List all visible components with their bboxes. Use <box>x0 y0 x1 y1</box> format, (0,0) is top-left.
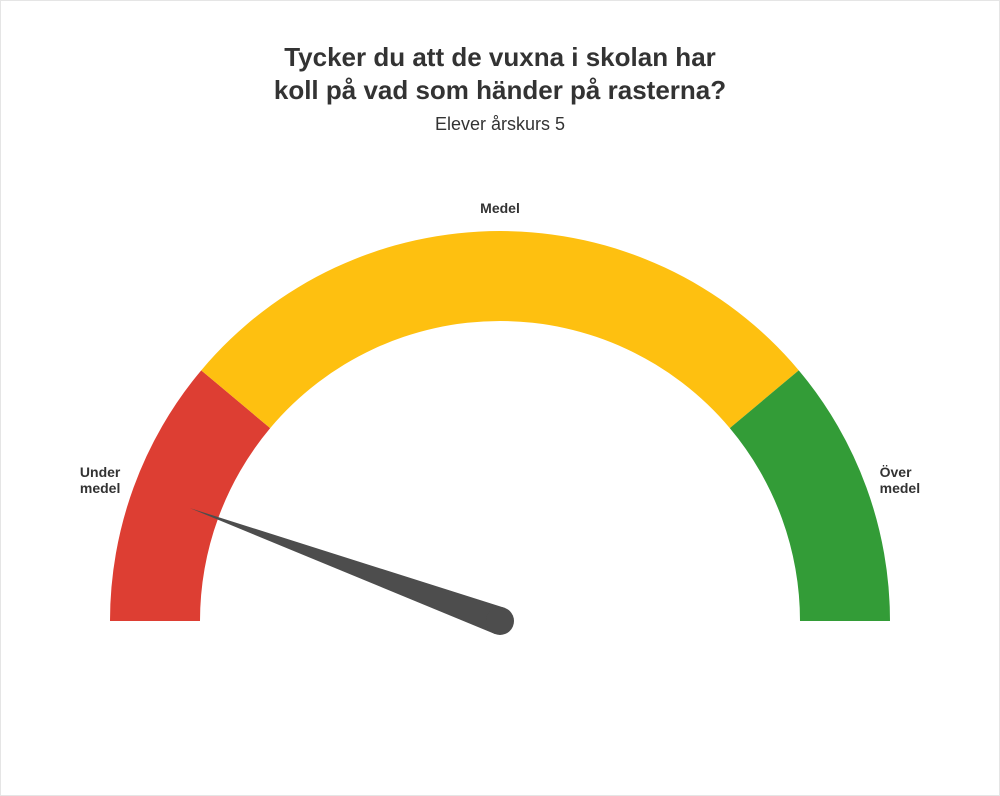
gauge-label-over-medel: Övermedel <box>880 464 920 496</box>
gauge-segment-1 <box>201 231 799 428</box>
gauge-container: Medel Undermedel Övermedel <box>1 151 999 711</box>
gauge-label-medel: Medel <box>480 200 520 216</box>
chart-title-line2: koll på vad som händer på rasterna? <box>274 75 726 105</box>
chart-subtitle: Elever årskurs 5 <box>1 114 999 135</box>
chart-frame: Tycker du att de vuxna i skolan har koll… <box>0 0 1000 796</box>
chart-header: Tycker du att de vuxna i skolan har koll… <box>1 1 999 135</box>
gauge-needle-hub <box>486 607 514 635</box>
chart-title: Tycker du att de vuxna i skolan har koll… <box>1 41 999 106</box>
chart-title-line1: Tycker du att de vuxna i skolan har <box>284 42 716 72</box>
gauge-label-under-medel: Undermedel <box>80 464 121 496</box>
gauge-chart: Medel Undermedel Övermedel <box>20 151 980 711</box>
gauge-needle <box>190 508 505 634</box>
